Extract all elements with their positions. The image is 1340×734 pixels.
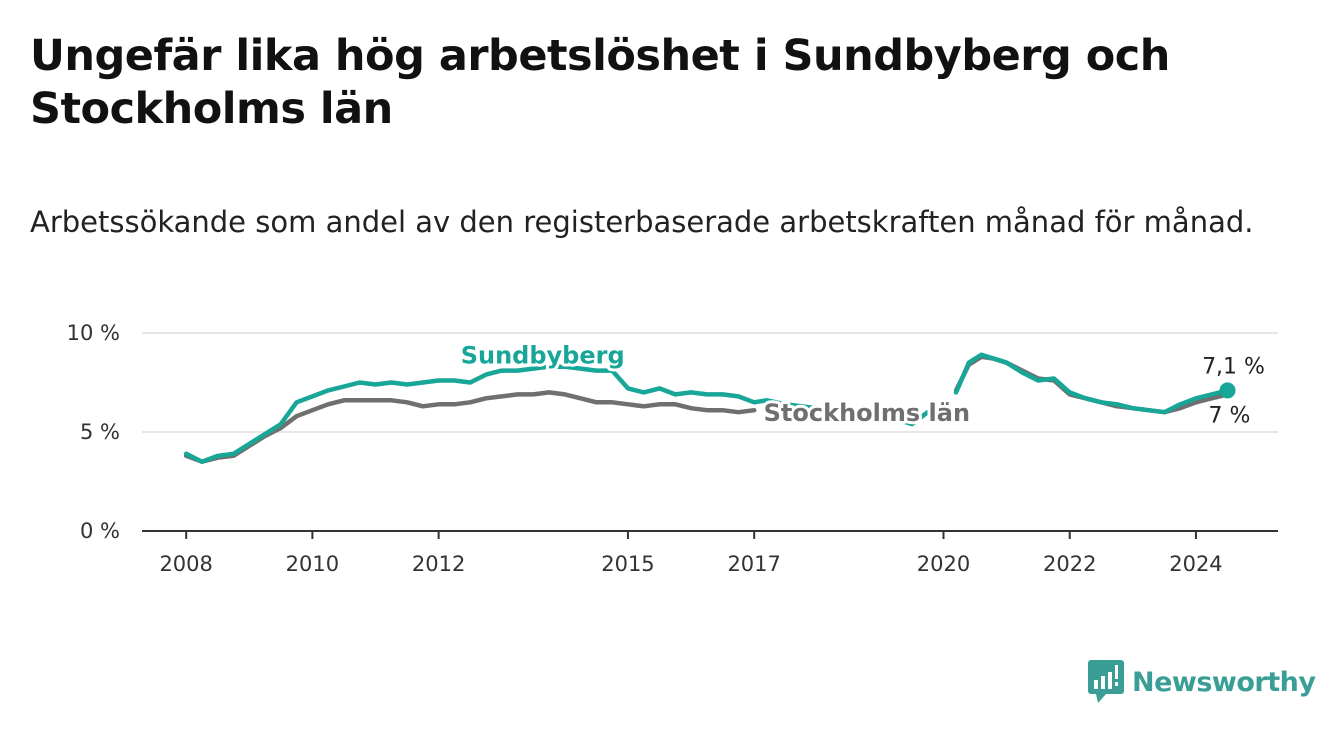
end-value-label-stockholms-lan: 7 %	[1209, 403, 1251, 428]
x-tick-label: 2020	[917, 552, 970, 576]
line-chart: 0 % 5 % 10 % 2008 2010 2012 2015 2017 2020 2022 20…	[67, 321, 1278, 576]
chart-subtitle: Arbetssökande som andel av den registerb…	[30, 205, 1254, 239]
series-label-sundbyberg: Sundbyberg	[461, 342, 625, 370]
x-tick-label: 2024	[1169, 552, 1222, 576]
chart-title: Ungefär lika hög arbetslöshet i Sundbybe…	[30, 31, 1170, 134]
newsworthy-logo: Newsworthy	[1088, 660, 1316, 704]
x-tick-label: 2015	[601, 552, 654, 576]
x-tick-label: 2012	[412, 552, 465, 576]
newsworthy-logo-icon	[1088, 660, 1124, 703]
brand-name: Newsworthy	[1132, 666, 1316, 698]
y-tick-label: 5 %	[80, 420, 120, 444]
series-line-stockholms-län	[183, 354, 1230, 464]
series-label-stockholms-lan: Stockholms län	[764, 399, 970, 427]
y-tick-label: 0 %	[80, 519, 120, 543]
y-tick-label: 10 %	[67, 321, 120, 345]
end-point-marker-sundbyberg	[1219, 382, 1236, 399]
x-tick-label: 2022	[1043, 552, 1096, 576]
x-tick-label: 2008	[159, 552, 212, 576]
x-tick-label: 2017	[727, 552, 780, 576]
end-value-label-sundbyberg: 7,1 %	[1202, 354, 1265, 379]
x-tick-label: 2010	[286, 552, 339, 576]
series-line-sundbyberg	[183, 352, 1230, 464]
